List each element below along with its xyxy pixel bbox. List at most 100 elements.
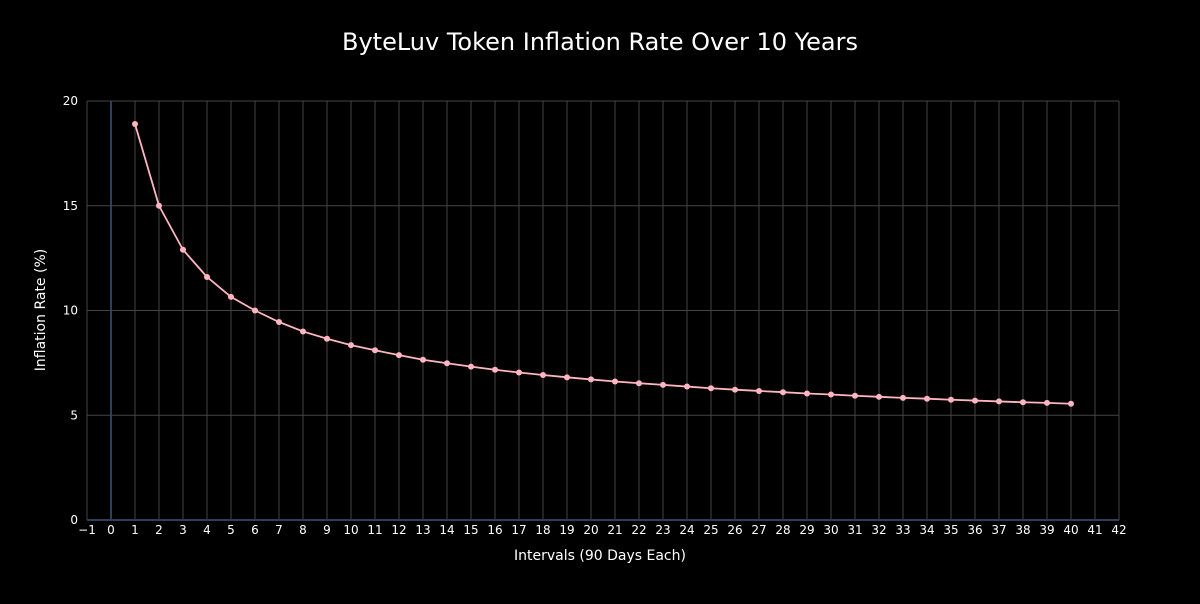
y-tick-label: 0 xyxy=(70,513,78,527)
x-tick-label: 18 xyxy=(535,523,550,537)
data-point xyxy=(828,391,834,398)
data-point xyxy=(324,335,330,342)
grid-layer xyxy=(86,100,1120,521)
data-point xyxy=(156,202,162,209)
inflation-series-line xyxy=(134,123,1072,405)
x-tick-label: 21 xyxy=(607,523,622,537)
data-point xyxy=(612,378,618,385)
chart-title: ByteLuv Token Inflation Rate Over 10 Yea… xyxy=(342,28,858,56)
data-point xyxy=(804,390,810,397)
data-point xyxy=(660,381,666,388)
data-point xyxy=(996,398,1002,405)
data-point xyxy=(684,383,690,390)
x-tick-label: 5 xyxy=(227,523,235,537)
data-point xyxy=(780,389,786,396)
data-point xyxy=(972,397,978,404)
x-tick-label: 35 xyxy=(943,523,958,537)
x-tick-label: 4 xyxy=(203,523,211,537)
x-tick-label: 19 xyxy=(559,523,574,537)
x-tick-label: 30 xyxy=(823,523,838,537)
data-point xyxy=(900,394,906,401)
data-point xyxy=(852,392,858,399)
data-point xyxy=(1044,399,1050,406)
x-tick-label: 7 xyxy=(275,523,283,537)
data-point xyxy=(180,246,186,253)
data-point xyxy=(1020,399,1026,406)
x-tick-label: 15 xyxy=(463,523,478,537)
x-tick-label: 42 xyxy=(1111,523,1126,537)
data-point xyxy=(444,360,450,367)
data-point xyxy=(588,376,594,383)
data-point xyxy=(252,307,258,314)
data-point xyxy=(468,363,474,370)
x-tick-label: 39 xyxy=(1039,523,1054,537)
x-tick-label: 37 xyxy=(991,523,1006,537)
y-axis-label: Inflation Rate (%) xyxy=(33,249,49,371)
x-tick-label: 32 xyxy=(871,523,886,537)
data-point xyxy=(348,342,354,349)
x-tick-label: 24 xyxy=(679,523,694,537)
x-tick-label: 14 xyxy=(439,523,454,537)
x-tick-label: 1 xyxy=(131,523,139,537)
x-tick-label: 33 xyxy=(895,523,910,537)
data-point xyxy=(516,369,522,376)
data-point xyxy=(132,121,138,128)
data-point xyxy=(708,385,714,392)
x-axis-label: Intervals (90 Days Each) xyxy=(514,548,686,564)
y-tick-label: 10 xyxy=(63,304,78,318)
data-point xyxy=(636,380,642,387)
data-point xyxy=(396,352,402,359)
y-tick-labels: 0 5 10 15 20 xyxy=(63,94,78,527)
x-tick-label: 36 xyxy=(967,523,982,537)
series-layer xyxy=(134,123,1072,405)
data-point xyxy=(948,396,954,403)
data-point xyxy=(924,395,930,402)
x-tick-label: 22 xyxy=(631,523,646,537)
x-tick-label: 26 xyxy=(727,523,742,537)
x-tick-label: 16 xyxy=(487,523,502,537)
x-tick-label: 28 xyxy=(775,523,790,537)
x-tick-label: 3 xyxy=(179,523,187,537)
x-tick-label: 40 xyxy=(1063,523,1078,537)
x-tick-label: 17 xyxy=(511,523,526,537)
data-point xyxy=(756,387,762,394)
x-tick-label: 11 xyxy=(367,523,382,537)
data-point xyxy=(372,347,378,354)
x-tick-label: 25 xyxy=(703,523,718,537)
x-tick-label: 38 xyxy=(1015,523,1030,537)
x-tick-label: 10 xyxy=(343,523,358,537)
x-tick-label: 34 xyxy=(919,523,934,537)
x-tick-label: 27 xyxy=(751,523,766,537)
x-tick-label: 41 xyxy=(1087,523,1102,537)
data-point xyxy=(540,372,546,379)
points-layer xyxy=(132,121,1074,407)
data-point xyxy=(204,273,210,280)
x-tick-label: 23 xyxy=(655,523,670,537)
x-tick-label: 6 xyxy=(251,523,259,537)
x-tick-label: 8 xyxy=(299,523,307,537)
x-tick-label: 20 xyxy=(583,523,598,537)
data-point xyxy=(420,356,426,363)
data-point xyxy=(564,374,570,381)
data-point xyxy=(492,366,498,373)
x-tick-label: 13 xyxy=(415,523,430,537)
y-tick-label: 20 xyxy=(63,94,78,108)
x-tick-label: 29 xyxy=(799,523,814,537)
data-point xyxy=(300,328,306,335)
data-point xyxy=(228,293,234,300)
x-tick-label: −1 xyxy=(78,523,96,537)
x-tick-label: 9 xyxy=(323,523,331,537)
x-tick-label: 12 xyxy=(391,523,406,537)
data-point xyxy=(276,319,282,326)
x-tick-label: 0 xyxy=(107,523,115,537)
data-point xyxy=(876,393,882,400)
data-point xyxy=(1068,400,1074,407)
x-tick-label: 2 xyxy=(155,523,163,537)
data-point xyxy=(732,386,738,393)
y-tick-label: 5 xyxy=(70,408,78,422)
x-tick-label: 31 xyxy=(847,523,862,537)
x-tick-labels: −1 0 1 2 3 4 5 6 7 8 9 10 11 12 13 14 15 16 17 18 19 20 21 22 23… xyxy=(78,523,1126,537)
